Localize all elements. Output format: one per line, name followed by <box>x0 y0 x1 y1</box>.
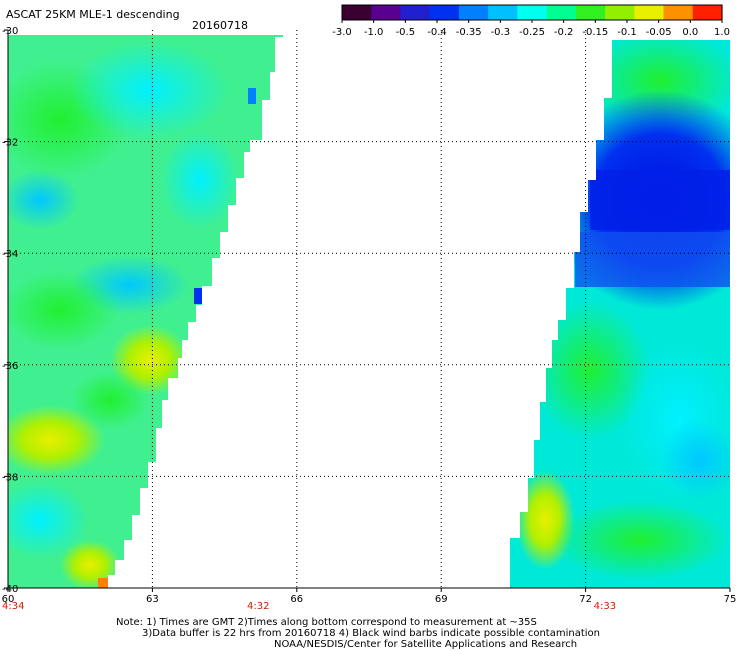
pass-time-label: 4:32 <box>247 601 269 612</box>
colorbar-label: -0.1 <box>617 27 637 38</box>
lon-tick-label: 66 <box>290 594 303 605</box>
lon-tick-label: 69 <box>435 594 448 605</box>
colorbar-swatch <box>634 5 665 20</box>
colorbar-label: -0.15 <box>582 27 608 38</box>
colorbar-label: -0.4 <box>427 27 447 38</box>
colorbar-swatch <box>605 5 635 20</box>
colorbar-label: 0.0 <box>682 27 698 38</box>
colorbar-label: -3.0 <box>332 27 352 38</box>
colorbar-label: -0.05 <box>646 27 672 38</box>
map-title: ASCAT 25KM MLE-1 descending <box>6 8 180 21</box>
left-swath <box>8 35 283 588</box>
data-swaths <box>8 35 730 588</box>
lat-tick-label: -32 <box>2 138 18 149</box>
lon-tick-label: 72 <box>579 594 592 605</box>
colorbar-label: -1.0 <box>364 27 384 38</box>
lon-tick-label: 60 <box>2 594 15 605</box>
pass-time-label: 4:34 <box>2 601 24 612</box>
colorbar-swatch <box>546 5 577 20</box>
colorbar-swatch <box>429 5 460 20</box>
colorbar-swatch <box>400 5 431 20</box>
pass-time-label: 4:33 <box>594 601 616 612</box>
lat-tick-label: -34 <box>2 249 18 260</box>
colorbar-label: -0.2 <box>554 27 574 38</box>
colorbar-swatch <box>342 5 372 20</box>
colorbar-label: 1.0 <box>714 27 730 38</box>
right-swath <box>510 40 730 588</box>
colorbar-label: -0.5 <box>396 27 416 38</box>
colorbar-label: -0.25 <box>519 27 545 38</box>
colorbar-swatch <box>517 5 548 20</box>
colorbar-swatch <box>371 5 402 20</box>
pass-time-labels: 4:34 4:32 4:33 <box>2 601 616 612</box>
map-date: 20160718 <box>192 19 248 32</box>
note-line-1: Note: 1) Times are GMT 2)Times along bot… <box>116 617 537 628</box>
colorbar-swatch <box>488 5 518 20</box>
colorbar-swatch <box>575 5 606 20</box>
lon-tick-label: 63 <box>146 594 159 605</box>
colorbar-label: -0.3 <box>491 27 511 38</box>
lon-tick-label: 75 <box>724 594 737 605</box>
lat-tick-label: -38 <box>2 472 18 483</box>
map-tick-labels: 60 63 66 69 72 75 -30 -32 -34 -36 -38 -40 <box>2 26 737 605</box>
lat-tick-label: -36 <box>2 361 18 372</box>
colorbar-label: -0.35 <box>456 27 482 38</box>
note-line-3: NOAA/NESDIS/Center for Satellite Applica… <box>274 639 577 650</box>
map-grid <box>7 30 730 589</box>
colorbar-swatch <box>458 5 489 20</box>
colorbar-swatch <box>663 5 694 20</box>
note-line-2: 3)Data buffer is 22 hrs from 20160718 4)… <box>142 628 600 639</box>
colorbar: -3.0 -1.0 -0.5 -0.4 -0.35 -0.3 -0.25 -0.2 -0.15-… <box>332 4 730 38</box>
lat-tick-label: -30 <box>2 26 18 37</box>
lat-tick-label: -40 <box>2 584 18 595</box>
colorbar-swatch <box>692 5 723 20</box>
